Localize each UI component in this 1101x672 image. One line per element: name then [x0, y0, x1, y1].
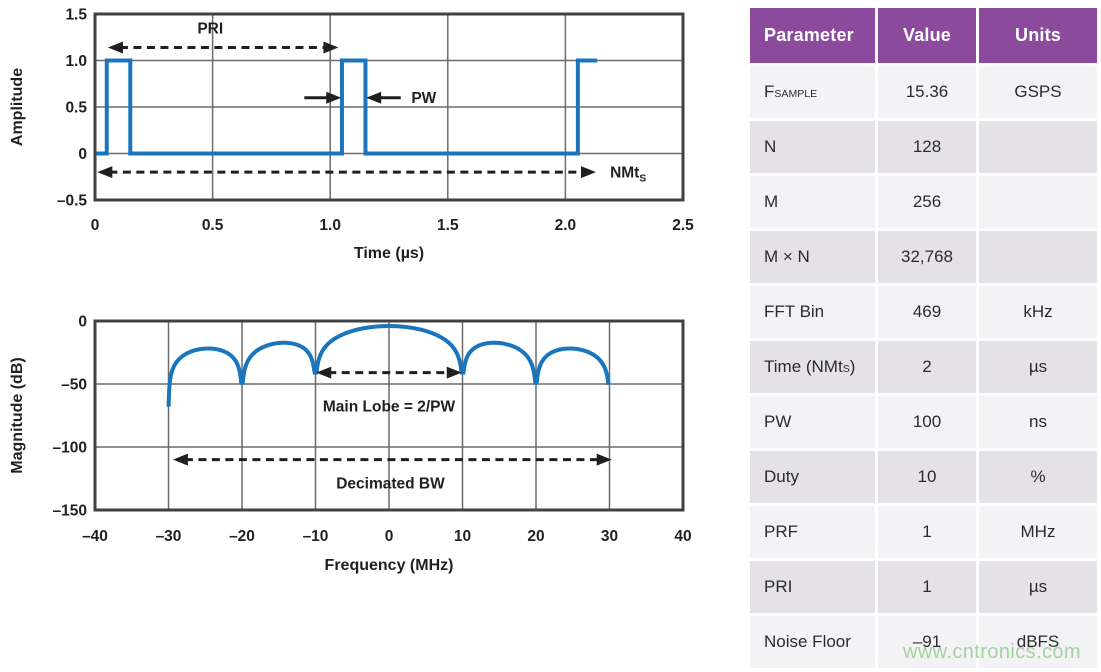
arrowhead-icon: [97, 166, 113, 179]
x-tick-label: 1.0: [319, 217, 341, 234]
y-tick-label: –100: [53, 440, 87, 457]
x-tick-label: 40: [674, 528, 691, 545]
table-cell-value: 15.36: [878, 66, 976, 118]
table-header-value: Value: [878, 8, 976, 63]
y-tick-label: 1.5: [65, 7, 87, 24]
x-tick-label: –20: [229, 528, 255, 545]
arrowhead-icon: [316, 366, 332, 379]
arrowhead-icon: [172, 453, 188, 466]
table-cell-value: 469: [878, 286, 976, 338]
arrowhead-icon: [596, 453, 612, 466]
table-cell-parameter: N: [750, 121, 875, 173]
table-cell-parameter: Time (NMt S): [750, 341, 875, 393]
x-tick-label: 2.5: [672, 217, 694, 234]
table-cell-units: [979, 176, 1097, 228]
y-tick-label: 0.5: [65, 100, 87, 117]
table-cell-parameter: Duty: [750, 451, 875, 503]
x-tick-label: 1.5: [437, 217, 459, 234]
y-tick-label: –50: [61, 377, 87, 394]
table-cell-parameter: PRI: [750, 561, 875, 613]
y-tick-label: –150: [53, 503, 87, 520]
table-cell-parameter: Noise Floor: [750, 616, 875, 668]
arrowhead-icon: [366, 91, 382, 104]
arrowhead-icon: [446, 366, 462, 379]
y-axis-title: Amplitude: [9, 68, 26, 146]
table-cell-units: ns: [979, 396, 1097, 448]
table-cell-value: 1: [878, 561, 976, 613]
x-tick-label: 0: [91, 217, 100, 234]
x-tick-label: 10: [454, 528, 471, 545]
table-cell-value: 2: [878, 341, 976, 393]
table-cell-value: 256: [878, 176, 976, 228]
table-cell-units: kHz: [979, 286, 1097, 338]
x-tick-label: 0: [385, 528, 394, 545]
table-header-units: Units: [979, 8, 1097, 63]
plot-frame: [93, 319, 685, 512]
table-cell-units: [979, 231, 1097, 283]
table-cell-parameter: FFT Bin: [750, 286, 875, 338]
x-tick-label: 30: [601, 528, 618, 545]
table-cell-units: µs: [979, 561, 1097, 613]
x-tick-label: 0.5: [202, 217, 224, 234]
y-tick-label: 1.0: [65, 53, 87, 70]
series-pulse-train: [95, 58, 598, 156]
y-tick-label: 0: [78, 314, 87, 331]
table-cell-value: –91: [878, 616, 976, 668]
x-tick-label: 20: [527, 528, 544, 545]
plot-frame: [93, 12, 685, 202]
table-cell-value: 32,768: [878, 231, 976, 283]
table-cell-units: µs: [979, 341, 1097, 393]
x-tick-label: 2.0: [555, 217, 577, 234]
y-tick-label: 0: [78, 146, 87, 163]
y-tick-label: –0.5: [57, 193, 88, 210]
arrowhead-icon: [580, 166, 596, 179]
table-cell-units: MHz: [979, 506, 1097, 558]
annotation-label: PW: [411, 90, 436, 107]
table-cell-units: [979, 121, 1097, 173]
series-sinc-spectrum: [166, 324, 611, 407]
x-axis-title: Frequency (MHz): [325, 557, 454, 574]
table-cell-value: 1: [878, 506, 976, 558]
table-cell-value: 100: [878, 396, 976, 448]
y-axis-title: Magnitude (dB): [9, 357, 26, 473]
table-cell-value: 128: [878, 121, 976, 173]
parameters-table: Parameter Value Units F SAMPLE 15.36 GSPS N 128 M…: [750, 8, 1097, 668]
table-cell-parameter: M × N: [750, 231, 875, 283]
table-cell-value: 10: [878, 451, 976, 503]
arrowhead-icon: [326, 91, 342, 104]
x-tick-label: –30: [156, 528, 182, 545]
x-tick-label: –40: [82, 528, 108, 545]
frequency-spectrum-chart: –40 –30 –20 –10 0 10 20 30 400–50–100–150Frequen…: [9, 314, 692, 575]
arrowhead-icon: [323, 41, 339, 54]
table-cell-parameter: PW: [750, 396, 875, 448]
table-cell-parameter: M: [750, 176, 875, 228]
table-cell-parameter: F SAMPLE: [750, 66, 875, 118]
table-cell-units: dBFS: [979, 616, 1097, 668]
x-tick-label: –10: [303, 528, 329, 545]
table-header-parameter: Parameter: [750, 8, 875, 63]
annotation-label: PRI: [197, 21, 223, 38]
annotation-label: NMtS: [610, 165, 646, 185]
annotation-label: Decimated BW: [336, 476, 445, 493]
table-cell-parameter: PRF: [750, 506, 875, 558]
arrowhead-icon: [107, 41, 123, 54]
table-cell-units: GSPS: [979, 66, 1097, 118]
x-axis-title: Time (µs): [354, 245, 424, 262]
table-cell-units: %: [979, 451, 1097, 503]
watermark: www.cntronics.com: [903, 641, 1081, 663]
annotation-label: Main Lobe = 2/PW: [323, 399, 456, 416]
